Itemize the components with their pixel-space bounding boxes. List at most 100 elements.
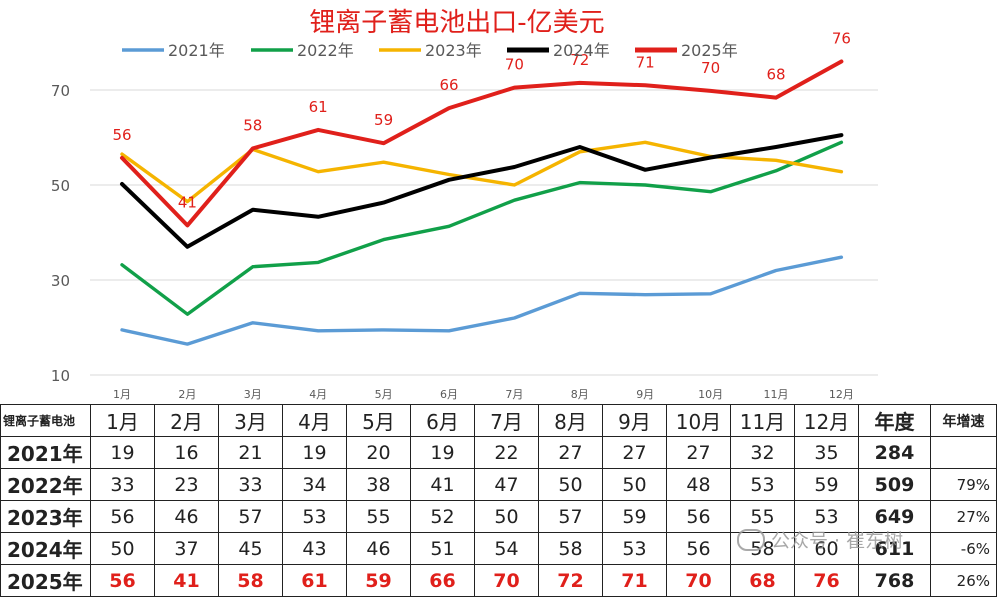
header-month: 9月 [602,404,667,437]
legend-label: 2021年 [168,41,225,60]
data-label: 66 [439,76,458,94]
row-annual-growth: 27% [930,500,997,533]
legend-label: 2024年 [553,41,610,60]
row-annual-total: 649 [858,500,931,533]
series-line [120,133,844,249]
table-cell: 50 [90,532,155,565]
data-label: 41 [178,193,197,211]
table-cell: 55 [346,500,411,533]
table-cell: 16 [154,436,219,469]
table-cell: 56 [666,532,731,565]
data-label: 72 [570,51,589,69]
row-year-label: 2025年 [0,564,91,597]
x-tick-label: 3月 [244,388,262,400]
table-cell: 54 [474,532,539,565]
y-tick-label: 10 [51,367,70,385]
header-annual-growth: 年增速 [930,404,997,437]
table-cell: 58 [218,564,283,597]
x-tick-label: 11月 [764,388,789,400]
table-cell: 57 [218,500,283,533]
table-cell: 60 [794,532,859,565]
table-cell: 23 [154,468,219,501]
legend-label: 2025年 [681,41,738,60]
data-label: 70 [701,59,720,77]
row-year-label: 2023年 [0,500,91,533]
header-month: 1月 [90,404,155,437]
table-cell: 53 [794,500,859,533]
row-annual-growth: -6% [930,532,997,565]
row-annual-growth [930,436,997,469]
x-tick-label: 4月 [309,388,327,400]
table-cell: 59 [794,468,859,501]
table-cell: 66 [410,564,475,597]
table-cell: 58 [730,532,795,565]
table-cell: 34 [282,468,347,501]
row-annual-total: 768 [858,564,931,597]
data-label: 58 [243,116,262,134]
table-cell: 58 [538,532,603,565]
legend-label: 2023年 [425,41,482,60]
table-cell: 43 [282,532,347,565]
row-annual-total: 284 [858,436,931,469]
x-tick-label: 10月 [698,388,723,400]
table-cell: 19 [282,436,347,469]
x-tick-label: 5月 [375,388,393,400]
table-row: 2024年 50 37 45 43 46 51 54 58 53 56 58 60 611 -6% [0,532,997,565]
table-cell: 59 [346,564,411,597]
table-cell: 55 [730,500,795,533]
header-month: 7月 [474,404,539,437]
table-cell: 70 [474,564,539,597]
table-cell: 71 [602,564,667,597]
table-cell: 52 [410,500,475,533]
row-annual-growth: 26% [930,564,997,597]
row-year-label: 2024年 [0,532,91,565]
row-year-label: 2021年 [0,436,91,469]
table-cell: 21 [218,436,283,469]
series-line [120,255,844,346]
table-cell: 50 [538,468,603,501]
table-cell: 32 [730,436,795,469]
data-label: 56 [112,126,131,144]
table-cell: 53 [602,532,667,565]
header-annual-total: 年度 [858,404,931,437]
table-cell: 57 [538,500,603,533]
data-label: 71 [636,53,655,71]
chart-title-text: 锂离子蓄电池出口-亿美元 [309,8,605,38]
x-tick-label: 12月 [829,388,854,400]
table-cell: 45 [218,532,283,565]
table-cell: 19 [410,436,475,469]
data-label: 59 [374,111,393,129]
table-row: 2023年 56 46 57 53 55 52 50 57 59 56 55 53 649 27% [0,500,997,533]
table-cell: 68 [730,564,795,597]
table-cell: 61 [282,564,347,597]
x-tick-label: 8月 [571,388,589,400]
table-cell: 27 [538,436,603,469]
chart-title: 锂离子蓄电池出口-亿美元 [0,2,998,39]
row-annual-total: 611 [858,532,931,565]
table-cell: 70 [666,564,731,597]
table-row: 2021年 19 16 21 19 20 19 22 27 27 27 32 35 284 [0,436,997,469]
legend-label: 2022年 [297,41,354,60]
table-cell: 53 [730,468,795,501]
table-cell: 56 [90,500,155,533]
data-table: 锂离子蓄电池 1月 2月 3月 4月 5月 6月 7月 8月 9月 10月 11… [0,404,997,597]
table-cell: 38 [346,468,411,501]
table-cell: 41 [410,468,475,501]
table-cell: 72 [538,564,603,597]
header-month: 2月 [154,404,219,437]
table-cell: 51 [410,532,475,565]
table-cell: 27 [666,436,731,469]
table-cell: 37 [154,532,219,565]
header-month: 5月 [346,404,411,437]
x-tick-label: 1月 [113,388,131,400]
table-cell: 33 [218,468,283,501]
y-tick-label: 50 [51,177,70,195]
data-label: 61 [309,98,328,116]
table-cell: 22 [474,436,539,469]
series-line [120,59,844,228]
table-cell: 27 [602,436,667,469]
header-month: 12月 [794,404,859,437]
series-line [120,140,844,316]
table-cell: 56 [666,500,731,533]
table-cell: 41 [154,564,219,597]
